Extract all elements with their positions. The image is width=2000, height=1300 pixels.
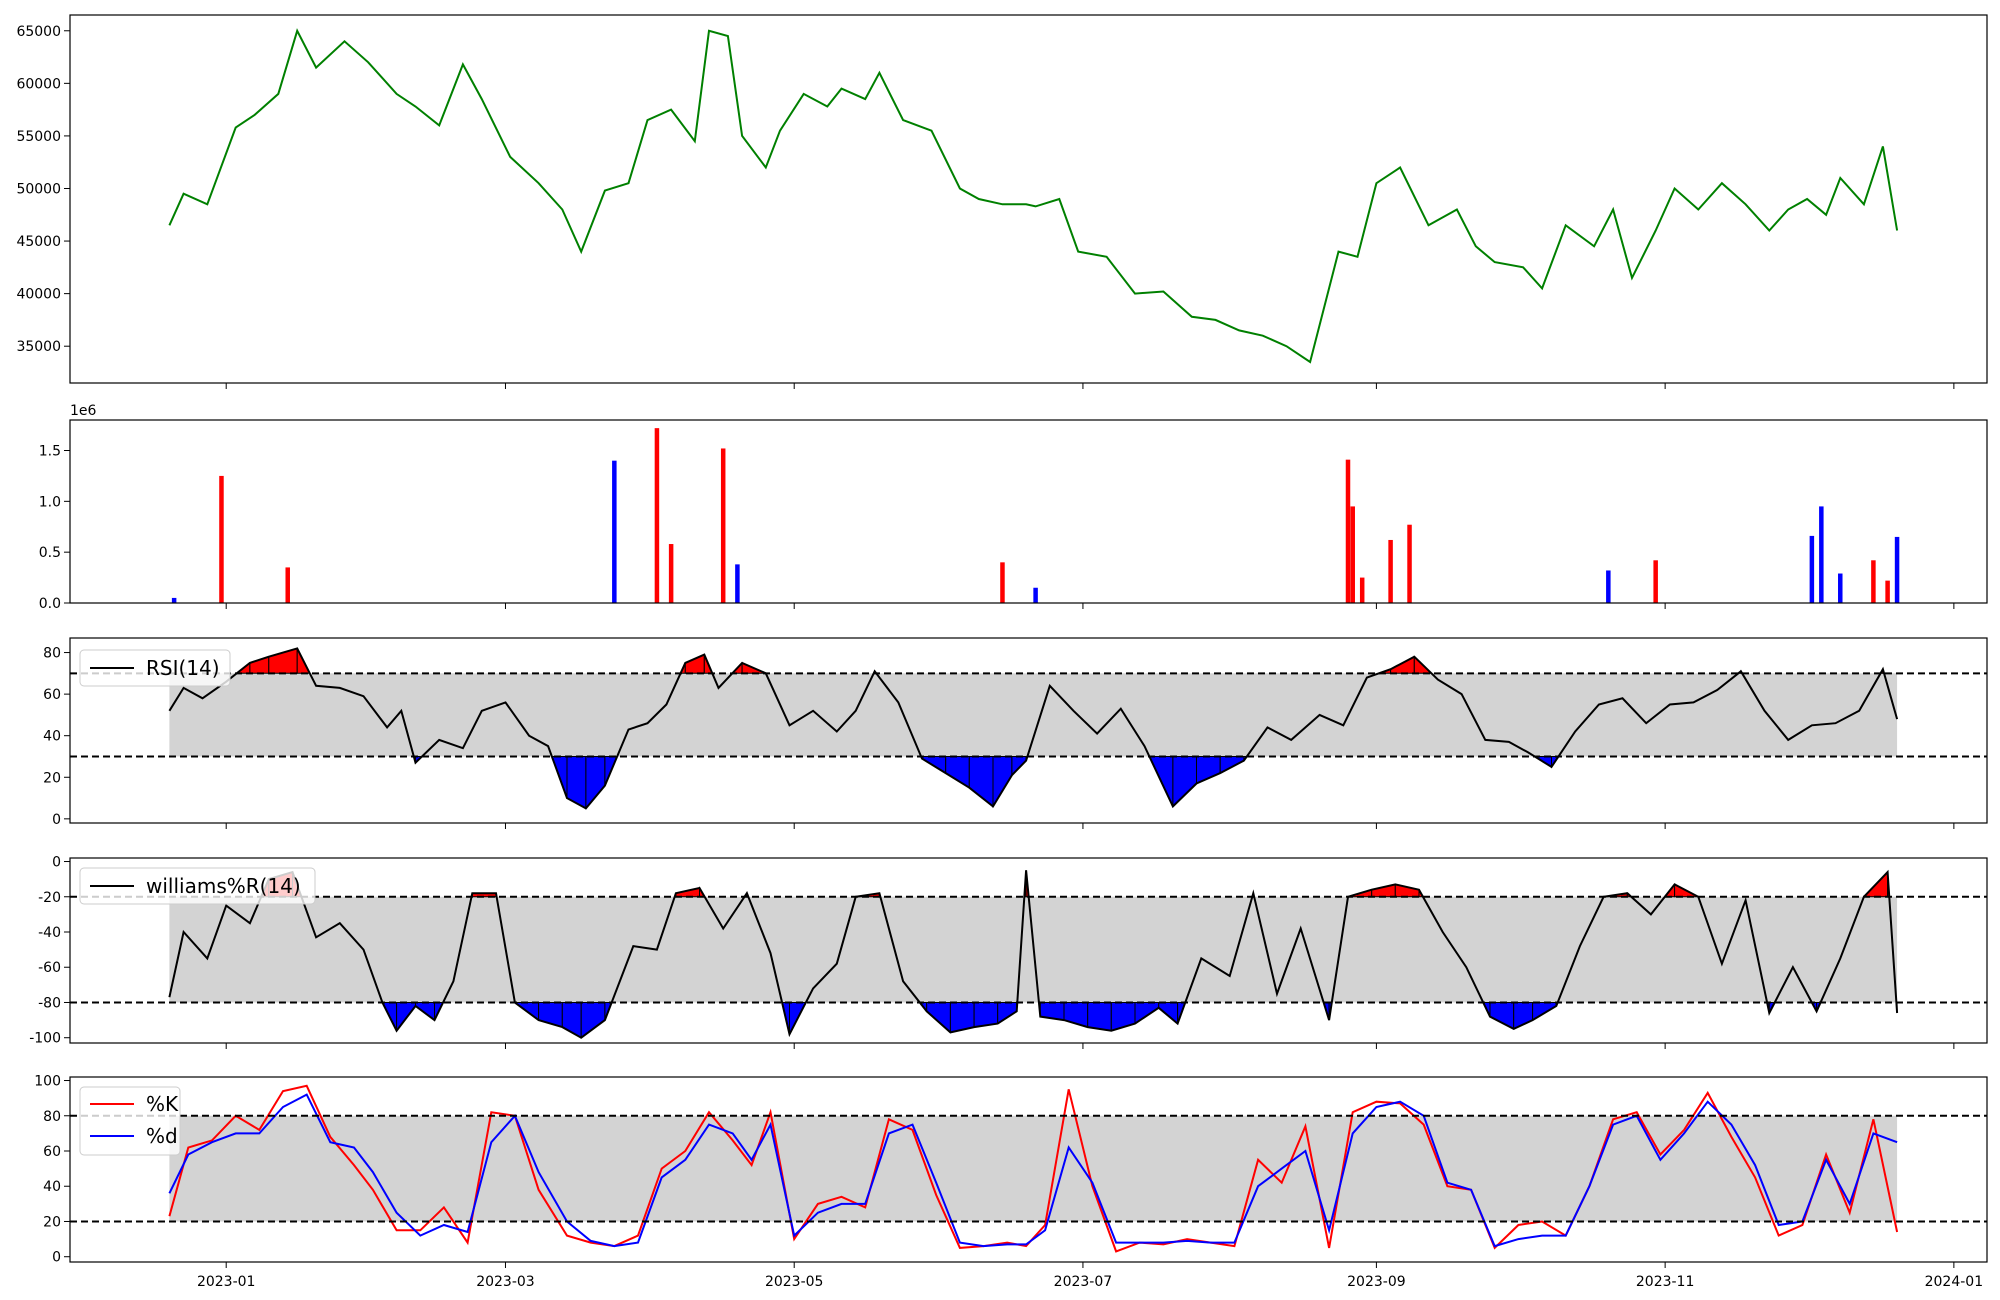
price-line (168, 28, 1899, 364)
stochastic-y-tick-label: 20 (43, 1214, 61, 1230)
rsi-legend: RSI(14) (79, 649, 231, 687)
stochastic-y-tick-label: 80 (43, 1109, 61, 1125)
stochastic-y-tick-label: 0 (52, 1250, 61, 1266)
williams-frame (69, 857, 1988, 1044)
price-panel: 35000 40000 45000 50000 55000 60000 65000 (16, 14, 1988, 389)
stochastic-plot (70, 1084, 1987, 1253)
volume-bar (285, 567, 290, 603)
stochastic-d-line (168, 1093, 1898, 1248)
x-tick-label: 2023-07 (1054, 1274, 1113, 1290)
volume-bar (1606, 570, 1611, 603)
price-plot (168, 28, 1899, 364)
volume-y-tick-label: 1.0 (39, 494, 61, 510)
rsi-y-tick-label: 80 (43, 646, 61, 662)
x-tick-label: 2023-09 (1347, 1274, 1406, 1290)
price-y-tick-label: 65000 (16, 24, 61, 40)
volume-bar (1033, 587, 1038, 603)
rsi-y-axis: 0 20 40 60 80 (43, 646, 1955, 829)
stochastic-y-tick-label: 100 (34, 1074, 61, 1090)
volume-bar (219, 475, 224, 603)
stochastic-legend-d-label: %d (146, 1124, 178, 1148)
williams-oversold-fill (1087, 1002, 1112, 1032)
volume-panel: 0.0 0.5 1.0 1.5 1e6 (39, 403, 1988, 612)
price-y-axis: 35000 40000 45000 50000 55000 60000 65000 (16, 24, 1955, 389)
volume-bar (654, 428, 660, 603)
volume-bar (1407, 524, 1412, 603)
rsi-y-tick-label: 40 (43, 729, 61, 745)
stochastic-x-axis: 2023-01 2023-03 2023-05 2023-07 2023-09 2023-… (197, 1262, 1983, 1290)
stochastic-y-axis: 0 20 40 60 80 100 (34, 1074, 70, 1266)
williams-y-tick-label: -100 (29, 1031, 61, 1047)
stochastic-y-tick-label: 60 (43, 1144, 61, 1160)
volume-bar (1871, 560, 1876, 603)
williams-plot (70, 869, 1987, 1039)
volume-bar (1345, 459, 1351, 603)
stochastic-y-tick-label: 40 (43, 1179, 61, 1195)
stochastic-k-line (168, 1084, 1899, 1253)
volume-bar (1388, 539, 1393, 603)
williams-legend: williams%R(14) (79, 867, 316, 905)
stochastic-frame (69, 1076, 1988, 1263)
volume-bar (735, 564, 740, 603)
x-tick-label: 2023-05 (765, 1274, 824, 1290)
price-frame (69, 14, 1988, 384)
rsi-y-tick-label: 20 (43, 770, 61, 786)
volume-bar (668, 544, 674, 603)
stochastic-legend-k-label: %K (146, 1092, 179, 1116)
volume-bar (1653, 560, 1658, 603)
volume-bar (1838, 573, 1843, 603)
stochastic-legend: %K %d (79, 1086, 181, 1156)
volume-y-tick-label: 1.5 (39, 444, 61, 460)
volume-bar (1819, 506, 1824, 603)
williams-legend-box (79, 867, 316, 905)
volume-bar (1894, 536, 1900, 603)
volume-y-axis: 0.0 0.5 1.0 1.5 (39, 444, 1955, 612)
williams-y-tick-label: -40 (38, 925, 61, 941)
volume-y-tick-label: 0.0 (39, 596, 61, 612)
williams-legend-label: williams%R(14) (146, 874, 301, 898)
volume-bar (1809, 535, 1815, 603)
volume-bar (171, 597, 177, 603)
volume-frame (69, 419, 1988, 604)
x-tick-label: 2023-11 (1636, 1274, 1695, 1290)
x-tick-label: 2024-01 (1925, 1274, 1984, 1290)
volume-bar (1885, 580, 1890, 603)
williams-y-tick-label: -60 (38, 960, 61, 976)
rsi-y-tick-label: 0 (52, 812, 61, 828)
rsi-frame (69, 637, 1988, 824)
price-y-tick-label: 55000 (16, 129, 61, 145)
stochastic-neutral-band (169, 1115, 1898, 1222)
x-tick-label: 2023-01 (197, 1274, 256, 1290)
rsi-plot (70, 647, 1987, 810)
williams-y-tick-label: -80 (38, 995, 61, 1011)
volume-bar (1359, 577, 1365, 603)
williams-y-tick-label: -20 (38, 890, 61, 906)
volume-offset-label: 1e6 (70, 403, 97, 419)
price-y-tick-label: 45000 (16, 234, 61, 250)
price-y-tick-label: 40000 (16, 287, 61, 303)
volume-bar (720, 448, 726, 603)
volume-bar (1000, 562, 1005, 603)
volume-y-tick-label: 0.5 (39, 545, 61, 561)
volume-bar (612, 460, 617, 603)
rsi-y-tick-label: 60 (43, 687, 61, 703)
williams-y-tick-label: 0 (52, 855, 61, 871)
williams-panel: 0 -20 -40 -60 -80 -100 williams%R(14) (29, 855, 1988, 1049)
rsi-legend-box (79, 649, 231, 687)
price-y-tick-label: 35000 (16, 339, 61, 355)
rsi-line (168, 647, 1899, 810)
williams-y-axis: 0 -20 -40 -60 -80 -100 (29, 855, 1955, 1049)
rsi-panel: 0 20 40 60 80 RSI(14) (43, 637, 1988, 829)
price-y-tick-label: 50000 (16, 181, 61, 197)
x-tick-label: 2023-03 (476, 1274, 535, 1290)
volume-bar (1350, 506, 1355, 603)
price-y-tick-label: 60000 (16, 76, 61, 92)
volume-plot (171, 428, 1900, 603)
rsi-legend-label: RSI(14) (146, 656, 220, 680)
rsi-neutral-band (169, 673, 1898, 757)
